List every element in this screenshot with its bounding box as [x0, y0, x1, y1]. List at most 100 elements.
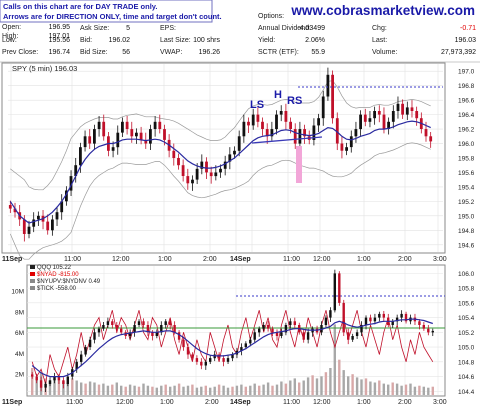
quote-value: 5 — [126, 25, 130, 32]
candle-body — [93, 129, 96, 144]
legend-swatch — [30, 265, 35, 269]
qqq-candle-body — [173, 325, 176, 333]
candle-body — [130, 129, 134, 137]
candle-body — [261, 121, 264, 129]
qqq-candle-body — [44, 383, 47, 388]
candle-body — [349, 136, 353, 148]
volume-bar — [128, 384, 132, 395]
candle-body — [256, 114, 260, 122]
lower-x-tick: 12:00 — [116, 399, 134, 406]
price-x-tick: 14Sep — [230, 256, 251, 263]
qqq-candle-body — [338, 273, 341, 303]
quote-label: Last Size: — [160, 37, 191, 44]
qqq-candle-body — [182, 339, 185, 348]
qqq-candle-body — [222, 358, 225, 362]
price-candles — [8, 67, 433, 242]
qqq-candle-body — [115, 325, 118, 329]
volume-bar — [137, 386, 141, 395]
volume-bar — [280, 381, 283, 395]
volume-bar — [66, 382, 69, 395]
qqq-candle-body — [275, 332, 279, 336]
qqq-candle-body — [427, 328, 430, 333]
notice-box — [0, 0, 213, 23]
qqq-candle-body — [293, 321, 296, 325]
volume-bar — [289, 380, 292, 395]
price-x-tick: 11Sep — [2, 256, 22, 263]
candle-body — [363, 114, 367, 122]
candle-body — [298, 129, 302, 144]
candle-body — [251, 114, 255, 126]
quote-value: 27,973,392 — [441, 49, 476, 56]
candle-body — [396, 103, 400, 111]
lower-x-tick: 1:00 — [357, 399, 371, 406]
quote-label: VWAP: — [160, 49, 182, 56]
annotation-h: H — [274, 89, 282, 101]
candle-body — [284, 111, 288, 122]
price-x-tick: 11:00 — [64, 256, 81, 263]
volume-bar — [177, 383, 181, 395]
candle-body — [293, 129, 297, 144]
volume-bar — [142, 383, 145, 395]
candle-body — [13, 208, 17, 213]
lower-y-tick: 105.6 — [458, 300, 475, 307]
volume-bar — [120, 385, 123, 395]
lower-x-tick: 14Sep — [230, 399, 251, 406]
volume-bar — [351, 374, 354, 395]
lower-y-axis-left: 10M 8M 6M 4M 2M — [11, 289, 24, 379]
candle-body — [270, 129, 274, 137]
qqq-candle-body — [128, 332, 132, 336]
legend-entry: QQQ 105.22 — [37, 265, 72, 271]
volume-bar — [115, 382, 118, 395]
volume-bar — [422, 386, 425, 395]
candle-body — [22, 219, 26, 234]
quote-label: High: — [2, 33, 18, 40]
qqq-candle-body — [164, 321, 167, 325]
volume-bar — [369, 381, 372, 395]
volume-bar — [155, 387, 158, 395]
quote-value: -0.71 — [460, 25, 476, 32]
qqq-candle-body — [226, 358, 230, 362]
quote-label: Bid Size: — [80, 49, 108, 56]
price-x-tick: 12:00 — [112, 256, 130, 263]
volume-bar — [298, 382, 301, 395]
candle-body — [317, 118, 320, 126]
candle-body — [102, 121, 106, 137]
candle-body — [163, 129, 166, 140]
lower-y-axis-right: 106.0 105.8 105.6 105.4 105.2 105.0 104.8 104.6… — [458, 271, 475, 396]
quote-value: 196.03 — [455, 37, 477, 44]
candle-body — [158, 121, 162, 129]
qqq-candle-body — [204, 361, 207, 366]
quote-value: 196.26 — [199, 49, 221, 56]
price-y-tick: 195.6 — [458, 170, 475, 177]
candle-body — [88, 136, 92, 144]
lower-x-axis: 11Sep 11:00 12:00 1:00 2:00 14Sep 11:00 12:00 1:… — [2, 399, 447, 406]
candle-body — [247, 121, 250, 126]
price-y-tick: 195.0 — [458, 213, 475, 220]
qqq-candle-body — [391, 321, 394, 325]
volume-bar — [235, 385, 239, 395]
qqq-candle-body — [400, 313, 403, 318]
candle-body — [214, 172, 218, 177]
qqq-candle-body — [302, 332, 305, 340]
volume-bar — [378, 380, 381, 395]
lower-x-tick: 12:00 — [313, 399, 331, 406]
legend-swatch — [30, 272, 35, 276]
qqq-candle-body — [102, 325, 105, 329]
qqq-candle-body — [333, 273, 336, 311]
price-y-axis: 197.0 196.8 196.6 196.4 196.2 196.0 195.8 195.6… — [458, 69, 475, 250]
volume-bar — [160, 385, 163, 395]
quote-label: Open: — [2, 24, 21, 31]
qqq-candle-body — [48, 380, 52, 384]
volume-bar — [400, 385, 403, 395]
quote-value: 2.06% — [305, 37, 325, 44]
volume-bar — [195, 387, 199, 395]
price-x-tick: 12:00 — [313, 256, 331, 263]
candle-body — [191, 179, 194, 184]
volume-bar — [360, 379, 363, 395]
quote-label: Prev Close: — [2, 49, 38, 56]
price-x-axis: 11Sep 11:00 12:00 1:00 2:00 14Sep 11:00 12:00 1:… — [2, 256, 447, 263]
qqq-candle-body — [142, 321, 145, 325]
volume-bar — [204, 385, 207, 395]
